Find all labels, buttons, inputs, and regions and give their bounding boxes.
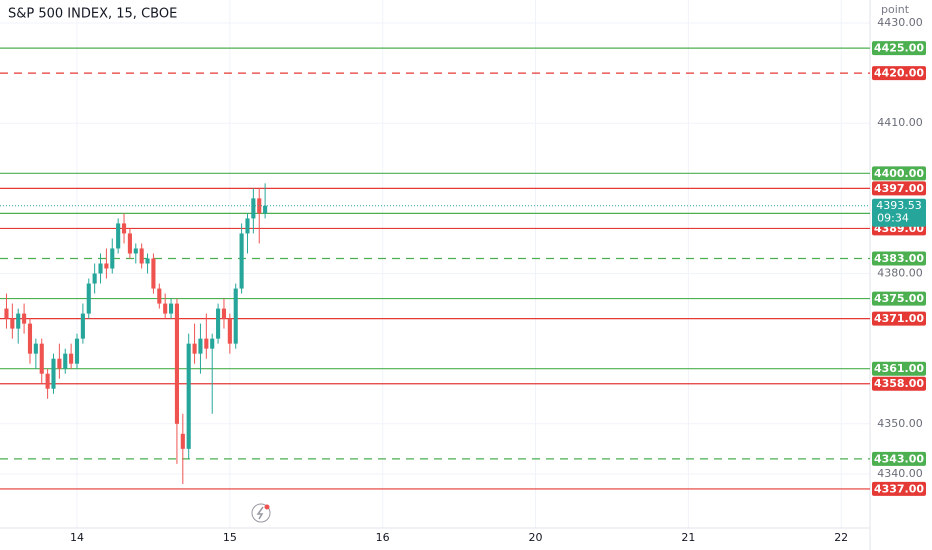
- candle-body: [45, 373, 50, 389]
- candle-body: [263, 205, 268, 214]
- candle-body: [245, 218, 250, 234]
- level-label-box: [872, 251, 926, 266]
- level-label: 4343.00: [874, 452, 924, 465]
- level-label: 4371.00: [874, 312, 924, 325]
- candle-body: [121, 223, 127, 234]
- y-tick-label: 4410.00: [877, 116, 923, 129]
- candle-body: [227, 318, 232, 344]
- x-tick-label: 20: [529, 531, 543, 544]
- candle-body: [180, 433, 185, 449]
- candle-body: [192, 343, 197, 354]
- candle-body: [16, 313, 21, 329]
- candle-body: [27, 323, 33, 354]
- replay-icon[interactable]: [251, 503, 271, 523]
- candle-body: [86, 283, 91, 314]
- countdown-label: 09:34: [877, 212, 909, 225]
- level-label: 4425.00: [874, 42, 924, 55]
- level-label: 4397.00: [874, 182, 924, 195]
- level-label: 4337.00: [874, 482, 924, 495]
- candle-body: [204, 338, 209, 349]
- candle-body: [39, 343, 44, 374]
- candle-body: [210, 338, 215, 349]
- x-tick-label: 14: [70, 531, 84, 544]
- candle-body: [186, 343, 191, 449]
- level-label: 4361.00: [874, 362, 924, 375]
- y-tick-label: 4350.00: [877, 417, 923, 430]
- level-label: 4383.00: [874, 252, 924, 265]
- level-label-box: [872, 376, 926, 391]
- candle-body: [80, 313, 85, 339]
- candle-body: [169, 303, 174, 314]
- y-tick-label: 4380.00: [877, 267, 923, 280]
- chart-title: S&P 500 INDEX, 15, CBOE: [8, 7, 177, 22]
- level-label: 4420.00: [874, 67, 924, 80]
- candle-body: [157, 288, 162, 304]
- last-price-label: 4393.53: [876, 199, 922, 212]
- candle-body: [104, 263, 109, 269]
- candle-body: [22, 313, 27, 324]
- candle-body: [198, 338, 203, 354]
- y-tick-label: 4430.00: [877, 16, 923, 29]
- candle-body: [257, 198, 262, 214]
- candle-body: [4, 308, 9, 319]
- candle-body: [133, 248, 138, 254]
- candle-body: [98, 263, 103, 274]
- candle-body: [92, 273, 97, 284]
- y-unit: point: [881, 3, 910, 16]
- candle-body: [216, 308, 221, 339]
- candle-body: [174, 303, 179, 424]
- candle-body: [221, 308, 227, 319]
- candle-body: [116, 223, 121, 249]
- level-label-box: [872, 481, 926, 496]
- candle-body: [57, 358, 62, 369]
- level-label-box: [872, 181, 926, 196]
- candle-body: [33, 343, 38, 354]
- level-label-box: [872, 66, 926, 81]
- candle-body: [10, 318, 15, 329]
- candle-body: [233, 288, 238, 344]
- level-label-box: [872, 361, 926, 376]
- x-tick-label: 21: [681, 531, 695, 544]
- level-label: 4375.00: [874, 292, 924, 305]
- icon-bolt[interactable]: [256, 506, 264, 520]
- candle-body: [69, 353, 74, 364]
- level-label-box: [872, 291, 926, 306]
- last-price-box: [872, 198, 926, 227]
- candle-body: [63, 353, 68, 369]
- candle-body: [145, 258, 150, 264]
- candle-body: [110, 248, 115, 269]
- level-label-box: [872, 41, 926, 56]
- candle-body: [74, 338, 80, 364]
- x-tick-label: 15: [223, 531, 237, 544]
- level-label-box: [872, 311, 926, 326]
- candle-body: [251, 198, 256, 219]
- candle-body: [151, 258, 156, 289]
- x-tick-label: 16: [376, 531, 390, 544]
- candle-body: [127, 233, 132, 254]
- y-tick-label: 4340.00: [877, 467, 923, 480]
- level-label-box: [872, 166, 926, 181]
- candle-body: [239, 233, 244, 289]
- candle-body: [139, 248, 144, 264]
- level-label: 4358.00: [874, 377, 924, 390]
- x-tick-label: 22: [834, 531, 848, 544]
- candle-body: [51, 358, 56, 389]
- icon-dot[interactable]: [264, 504, 270, 510]
- level-label-box: [872, 451, 926, 466]
- level-label: 4400.00: [874, 167, 924, 180]
- candle-body: [163, 303, 168, 314]
